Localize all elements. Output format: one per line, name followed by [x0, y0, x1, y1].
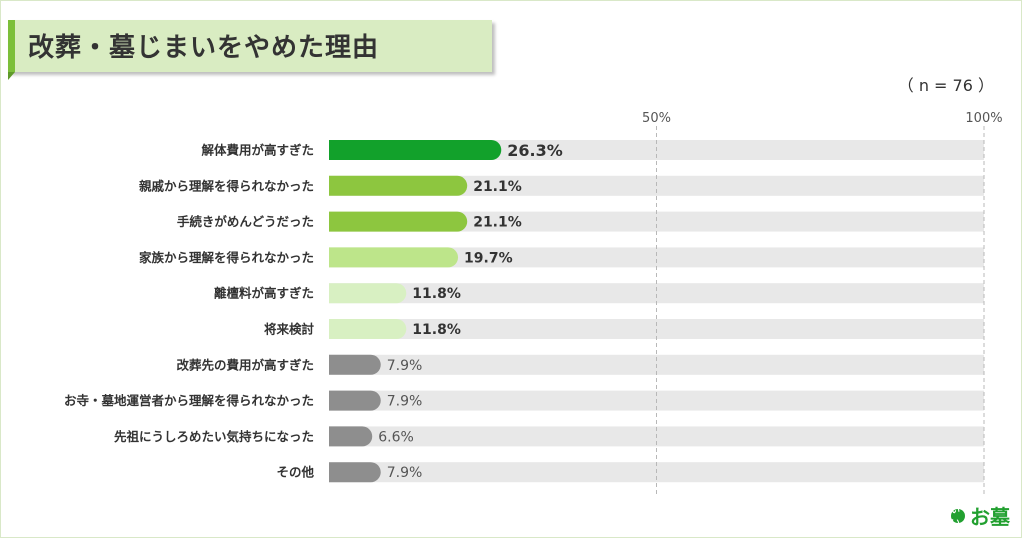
bar [329, 426, 373, 447]
bar [329, 462, 381, 483]
logo-text: お墓 [970, 505, 1010, 529]
bar-track [329, 247, 984, 268]
value-label: 7.9% [387, 394, 423, 410]
bar-track [329, 211, 984, 232]
bar [329, 247, 459, 268]
value-label: 21.1% [473, 215, 522, 231]
title-tail [8, 72, 15, 80]
brand-logo: いい お墓 [951, 501, 1010, 530]
bar-track [329, 283, 984, 304]
tick-label: 50% [642, 111, 671, 126]
category-label: お寺・墓地運営者から理解を得られなかった [64, 393, 314, 408]
value-label: 6.6% [378, 429, 414, 445]
value-label: 21.1% [473, 179, 522, 195]
bar [329, 140, 502, 160]
bar [329, 390, 381, 411]
title-accent [8, 20, 15, 72]
category-label: その他 [276, 465, 314, 480]
value-label: 11.8% [412, 322, 461, 338]
category-label: 親戚から理解を得られなかった [139, 178, 314, 193]
category-label: 改葬先の費用が高すぎた [176, 357, 314, 372]
bar [329, 354, 381, 375]
value-label: 19.7% [464, 250, 513, 266]
bar [329, 211, 468, 232]
tick-label: 100% [965, 111, 1002, 126]
value-label: 7.9% [387, 358, 423, 374]
category-label: 手続きがめんどうだった [177, 214, 314, 229]
chart-title: 改葬・墓じまいをやめた理由 [28, 33, 380, 63]
logo-mark: いい [951, 506, 965, 529]
category-label: 将来検討 [264, 322, 315, 337]
value-label: 26.3% [507, 141, 563, 160]
bar [329, 283, 407, 304]
category-label: 家族から理解を得られなかった [139, 250, 314, 265]
title-banner [8, 20, 492, 72]
category-label: 解体費用が高すぎた [201, 143, 314, 158]
category-label: 先祖にうしろめたい気持ちになった [114, 429, 314, 444]
category-label: 離檀料が高すぎた [214, 286, 314, 301]
bar [329, 175, 468, 196]
sample-size-label: （ n = 76 ） [897, 76, 994, 95]
value-label: 11.8% [412, 286, 461, 302]
bar [329, 319, 407, 339]
value-label: 7.9% [387, 465, 423, 481]
